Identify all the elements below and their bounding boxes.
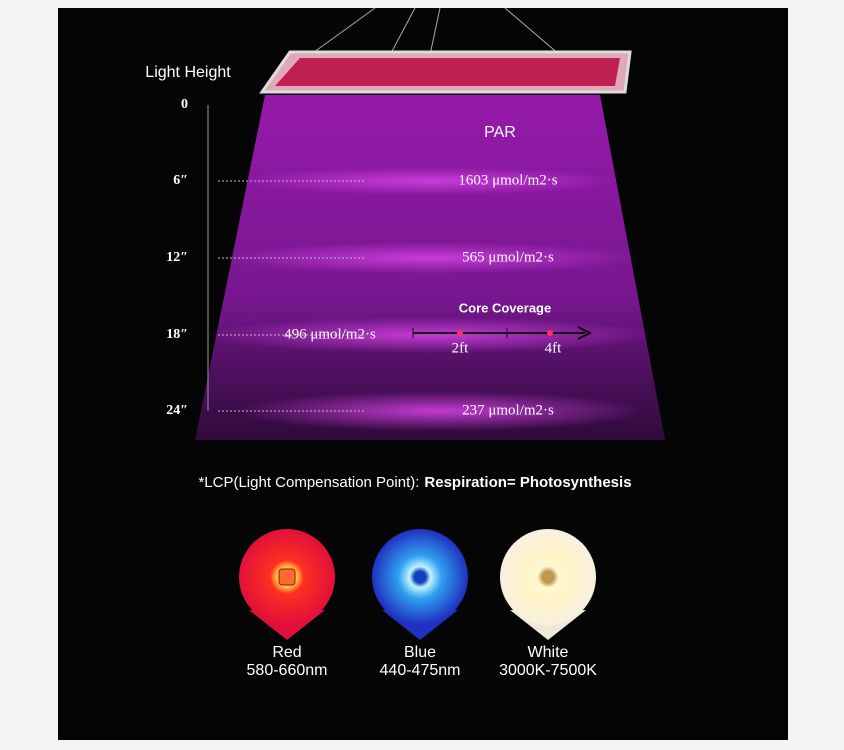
- height-label: 18″: [166, 327, 188, 342]
- coverage-mark: 4ft: [545, 340, 562, 356]
- height-label: 6″: [173, 173, 188, 188]
- led-white: [500, 529, 596, 640]
- light-band: [205, 317, 655, 353]
- note: *LCP(Light Compensation Point): Respirati…: [198, 474, 631, 491]
- par-value: 565 μmol/m2·s: [462, 249, 554, 265]
- led-range: 580-660nm: [247, 662, 328, 679]
- light-band: [235, 391, 645, 431]
- coverage-arrow: [412, 326, 593, 340]
- coverage-mark: 2ft: [452, 340, 469, 356]
- led-blue: [372, 529, 468, 640]
- led-name: White: [528, 644, 569, 661]
- par-title: PAR: [484, 124, 516, 141]
- led-name: Red: [272, 644, 301, 661]
- par-value: 237 μmol/m2·s: [462, 402, 554, 418]
- height-label: 0: [181, 97, 188, 112]
- led-name: Blue: [404, 644, 436, 661]
- light-band: [220, 242, 640, 274]
- note-prefix: *LCP(Light Compensation Point):: [198, 474, 419, 491]
- height-label: 24″: [166, 403, 188, 418]
- height-label: 12″: [166, 250, 188, 265]
- note-emphasis: Respiration= Photosynthesis: [424, 474, 631, 491]
- coverage-title: Core Coverage: [459, 300, 551, 315]
- led-range: 440-475nm: [380, 662, 461, 679]
- led-range: 3000K-7500K: [499, 662, 597, 679]
- par-value: 496 μmol/m2·s: [284, 326, 376, 342]
- led-red: [239, 529, 335, 640]
- light-band: [240, 167, 620, 195]
- par-value: 1603 μmol/m2·s: [458, 172, 557, 188]
- scale-title: Light Height: [145, 64, 231, 81]
- lamp: [259, 7, 632, 94]
